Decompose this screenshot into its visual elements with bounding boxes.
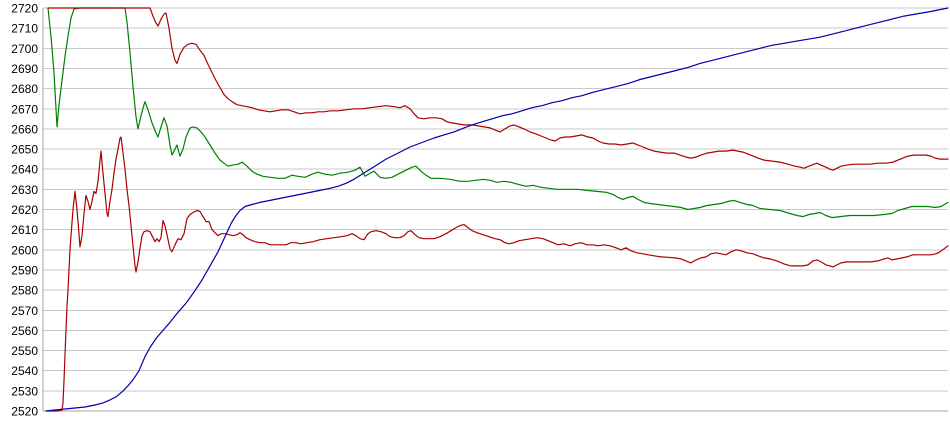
- y-axis-tick-label: 2680: [11, 82, 38, 96]
- y-axis-tick-label: 2650: [11, 143, 38, 157]
- upper-red-line: [47, 7, 949, 171]
- y-axis-tick-label: 2670: [11, 102, 38, 116]
- y-axis-tick-label: 2630: [11, 183, 38, 197]
- y-axis-tick-label: 2520: [11, 405, 38, 419]
- y-axis-tick-label: 2710: [11, 22, 38, 36]
- y-axis-tick-label: 2590: [11, 263, 38, 277]
- y-axis-tick-label: 2540: [11, 364, 38, 378]
- blue-line: [45, 7, 949, 412]
- y-axis-tick-label: 2610: [11, 223, 38, 237]
- y-axis-tick-label: 2560: [11, 324, 38, 338]
- green-line: [47, 7, 949, 219]
- lower-red-line: [46, 136, 949, 412]
- y-axis-tick-label: 2580: [11, 284, 38, 298]
- y-axis-tick-label: 2530: [11, 384, 38, 398]
- y-axis-tick-label: 2640: [11, 163, 38, 177]
- y-axis-tick-label: 2620: [11, 203, 38, 217]
- y-axis-tick-label: 2700: [11, 42, 38, 56]
- y-axis-tick-label: 2690: [11, 62, 38, 76]
- y-axis-tick-label: 2660: [11, 122, 38, 136]
- y-axis-tick-label: 2550: [11, 344, 38, 358]
- y-axis-tick-label: 2720: [11, 2, 38, 16]
- y-axis-tick-label: 2570: [11, 304, 38, 318]
- y-axis-tick-label: 2600: [11, 243, 38, 257]
